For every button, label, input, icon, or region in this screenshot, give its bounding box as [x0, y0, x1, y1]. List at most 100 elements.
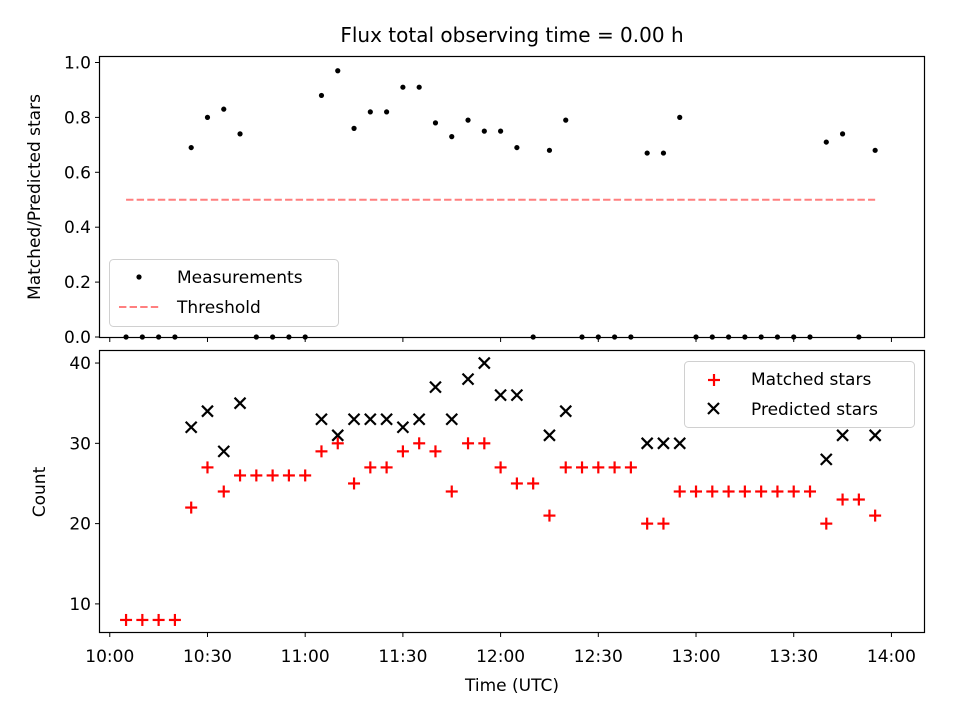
matched-star-point [836, 493, 849, 506]
matched-legend-label: Matched stars [751, 370, 871, 390]
y-tick-label: 30 [69, 434, 91, 454]
ratio-x-axis [109, 337, 892, 342]
predicted-star-point [640, 437, 654, 450]
matched-star-point [624, 461, 637, 474]
measurement-point [432, 120, 439, 126]
matched-star-point [527, 477, 540, 490]
predicted-star-point [315, 412, 328, 426]
measurement-point [416, 84, 422, 90]
ratio-y-axis: 0.0 0.2 0.4 0.6 0.8 1.0 [64, 53, 100, 348]
measurement-point [546, 147, 553, 153]
matched-star-point [380, 461, 393, 474]
matched-star-point [331, 437, 344, 450]
ratio-y-axis-label: Matched/Predicted stars [25, 94, 45, 300]
measurement-point [335, 68, 341, 74]
matched-star-point [234, 469, 247, 482]
predicted-star-point [396, 420, 410, 434]
predicted-star-point [217, 445, 231, 458]
measurement-point [449, 134, 455, 140]
y-tick-label: 40 [69, 354, 91, 374]
predicted-star-point [559, 404, 573, 418]
matched-star-point [478, 437, 491, 450]
x-tick-label: 10:30 [183, 647, 232, 667]
matched-star-point [413, 437, 426, 450]
x-axis-label: Time (UTC) [464, 676, 559, 696]
predicted-star-point [364, 412, 377, 426]
predicted-star-point [184, 420, 198, 434]
count-legend-box [684, 361, 915, 428]
matched-star-point [185, 501, 198, 514]
ratio-axes-frame [98, 55, 926, 339]
matched-star-point [299, 469, 312, 482]
predicted-star-point [233, 396, 247, 410]
predicted-star-point [657, 437, 670, 450]
x-tick-label: 14:00 [867, 647, 916, 667]
count-legend: Matched stars Predicted stars [684, 361, 915, 428]
count-axes-frame [98, 349, 926, 634]
matched-star-point [396, 445, 409, 458]
matched-star-point [608, 461, 621, 474]
ratio-plot-area [123, 68, 878, 340]
matched-star-point [738, 485, 751, 498]
predicted-star-point [868, 429, 882, 442]
measurements-legend-marker [136, 274, 142, 280]
measurement-point [872, 147, 878, 153]
matched-star-point [217, 485, 230, 498]
matched-star-point [869, 509, 882, 522]
matched-star-point [576, 461, 589, 474]
matched-star-point [690, 485, 703, 498]
matched-star-point [820, 517, 833, 530]
matched-star-point [592, 461, 605, 474]
matched-star-point [543, 509, 556, 522]
y-tick-label: 10 [69, 595, 91, 615]
matched-star-point [250, 469, 263, 482]
predicted-star-point [673, 437, 687, 450]
measurement-point [514, 144, 520, 151]
predicted-legend-label: Predicted stars [751, 400, 878, 420]
ratio-panel: 0.0 0.2 0.4 0.6 0.8 1.0 Matched/Predicted sta… [25, 53, 926, 348]
measurement-point [400, 84, 406, 90]
measurement-point [384, 109, 390, 115]
measurement-point [188, 144, 194, 151]
measurement-point [237, 131, 243, 137]
y-tick-label: 0.4 [64, 218, 91, 238]
matched-star-point [804, 485, 817, 498]
measurement-point [839, 131, 846, 137]
chart-title: Flux total observing time = 0.00 h [340, 23, 683, 47]
count-x-axis: 10:00 10:30 11:00 11:30 12:00 12:30 13:00 13:30… [85, 632, 916, 667]
measurement-point [481, 128, 487, 134]
predicted-star-point [445, 412, 459, 426]
matched-star-point [657, 517, 670, 530]
measurement-point [318, 92, 325, 99]
predicted-star-point [836, 429, 849, 442]
y-tick-label: 20 [69, 515, 91, 535]
predicted-star-point [201, 404, 214, 418]
matched-star-point [852, 493, 865, 506]
matched-legend-marker [708, 374, 720, 386]
matched-star-point [364, 461, 377, 474]
predicted-star-point [331, 429, 345, 442]
threshold-legend-label: Threshold [176, 298, 261, 318]
measurement-point [823, 139, 829, 145]
matched-star-point [641, 517, 654, 530]
y-tick-label: 0.2 [64, 273, 91, 293]
measurement-point [677, 114, 683, 120]
matched-star-point [445, 485, 458, 498]
matched-star-point [755, 485, 768, 498]
x-tick-label: 13:30 [769, 647, 818, 667]
matched-star-point [168, 613, 181, 626]
matched-star-point [706, 485, 719, 498]
y-tick-label: 0.6 [64, 163, 91, 183]
matched-star-point [201, 461, 214, 474]
count-plot-area [120, 356, 882, 626]
matched-star-point [771, 485, 784, 498]
matched-star-point [787, 485, 800, 498]
predicted-star-point [820, 453, 833, 466]
matched-star-point [152, 613, 165, 626]
matched-star-point [510, 477, 523, 490]
count-y-axis-label: Count [30, 466, 50, 517]
measurement-point [221, 106, 227, 112]
predicted-star-point [461, 372, 475, 386]
matched-star-point [494, 461, 507, 474]
measurement-point [498, 128, 504, 134]
